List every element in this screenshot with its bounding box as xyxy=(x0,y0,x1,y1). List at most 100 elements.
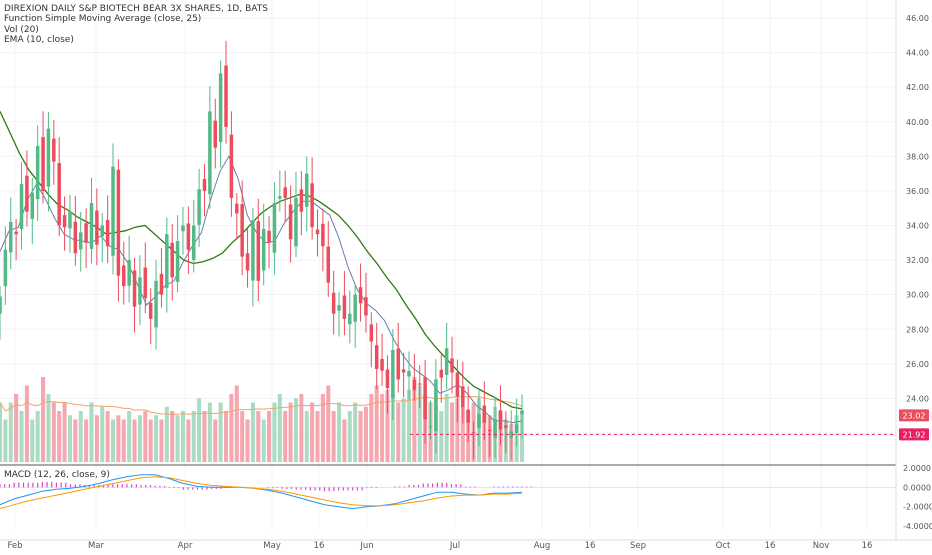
candle xyxy=(385,355,390,414)
volume-bar xyxy=(207,402,212,462)
candle xyxy=(175,215,180,293)
volume-bar xyxy=(412,377,417,462)
candle-body xyxy=(423,377,427,420)
volume-bar xyxy=(304,411,309,462)
volume-bar xyxy=(277,394,282,462)
candle-body xyxy=(154,280,158,328)
line-price-badge: 21.92 xyxy=(899,428,929,441)
candle xyxy=(267,216,271,269)
volume-bar xyxy=(337,402,342,462)
volume-bar xyxy=(24,385,29,462)
macd-tick-label: -4.0000 xyxy=(903,522,932,531)
candle-body xyxy=(3,249,8,287)
volume-bar xyxy=(310,402,315,462)
volume-bar xyxy=(390,394,395,462)
date-tick-label: Jun xyxy=(359,541,373,550)
volume-bar xyxy=(94,415,99,462)
volume-bar xyxy=(100,406,105,462)
candlesticks xyxy=(0,40,524,460)
candle-body xyxy=(14,231,18,235)
candle xyxy=(229,111,234,217)
candle-body xyxy=(380,358,384,371)
candle xyxy=(186,206,191,275)
candle-body xyxy=(105,220,110,247)
volume-bar xyxy=(127,411,132,462)
candle xyxy=(25,150,29,227)
price-tick-label: 46.00 xyxy=(906,14,929,23)
candle xyxy=(331,270,336,335)
macd-panel xyxy=(0,474,896,510)
candle-body xyxy=(461,386,465,408)
candle-body xyxy=(278,196,282,199)
candle xyxy=(493,396,497,458)
date-tick-label: Mar xyxy=(88,541,105,550)
line-badge-text: 21.92 xyxy=(903,430,926,439)
candle-body xyxy=(148,302,153,319)
volume-bar xyxy=(288,402,293,462)
candle-body xyxy=(218,73,223,142)
candle xyxy=(35,125,40,222)
volume-bar xyxy=(331,411,336,462)
candle xyxy=(509,410,513,460)
candle xyxy=(418,365,422,409)
date-tick-label: May xyxy=(263,541,281,550)
volume-bar xyxy=(132,419,137,462)
volume-bar xyxy=(401,398,406,462)
volume-bar xyxy=(41,377,46,462)
volume-bar xyxy=(363,406,368,462)
close-price-badge: 23.02 xyxy=(899,409,929,422)
candle xyxy=(116,159,121,302)
candle-body xyxy=(170,242,174,278)
candle-body xyxy=(482,405,487,423)
volume-bar xyxy=(250,402,255,462)
candle-body xyxy=(498,410,503,430)
volume-bar xyxy=(385,389,390,462)
candle xyxy=(299,170,304,236)
volume-bar xyxy=(261,419,266,462)
candle-body xyxy=(267,230,271,243)
volume-bar xyxy=(46,394,51,462)
close-badge-bg xyxy=(899,409,929,422)
candle-body xyxy=(256,221,261,281)
candle-body xyxy=(487,429,492,432)
candle-body xyxy=(251,220,255,281)
volume-bar xyxy=(299,394,304,462)
candle-body xyxy=(175,241,180,282)
volume-bar xyxy=(240,411,245,462)
candle-body xyxy=(272,203,277,253)
candle-body xyxy=(116,169,121,276)
candle-body xyxy=(213,120,218,148)
candle-body xyxy=(235,203,239,214)
candle-body xyxy=(326,246,331,283)
price-tick-label: 40.00 xyxy=(906,118,929,127)
macd-tick-label: 2.0000 xyxy=(903,464,931,473)
candle xyxy=(148,288,153,345)
macd-tick-label: 0.0000 xyxy=(903,483,931,492)
candle xyxy=(471,421,476,459)
candle-body xyxy=(132,270,137,307)
candle-body xyxy=(159,273,164,295)
price-tick-label: 38.00 xyxy=(906,152,929,161)
volume-bar xyxy=(358,411,363,462)
volume-bar xyxy=(353,402,358,462)
candle-body xyxy=(127,260,131,286)
candle-body xyxy=(412,379,417,390)
volume-bar xyxy=(439,411,444,462)
candle xyxy=(294,171,298,258)
chart-title: DIREXION DAILY S&P BIOTECH BEAR 3X SHARE… xyxy=(4,4,268,14)
volume-bar xyxy=(154,415,159,462)
volume-bar xyxy=(19,411,24,462)
candle xyxy=(19,161,24,250)
candle-body xyxy=(337,305,341,311)
candle-body xyxy=(208,111,212,195)
candle xyxy=(240,180,244,276)
vol-legend: Vol (20) xyxy=(4,24,39,35)
candle-body xyxy=(401,369,406,373)
candle xyxy=(213,98,218,169)
volume-bar xyxy=(283,411,288,462)
candle-body xyxy=(245,253,250,271)
volume-bar xyxy=(444,394,449,462)
volume-bar xyxy=(218,402,223,462)
